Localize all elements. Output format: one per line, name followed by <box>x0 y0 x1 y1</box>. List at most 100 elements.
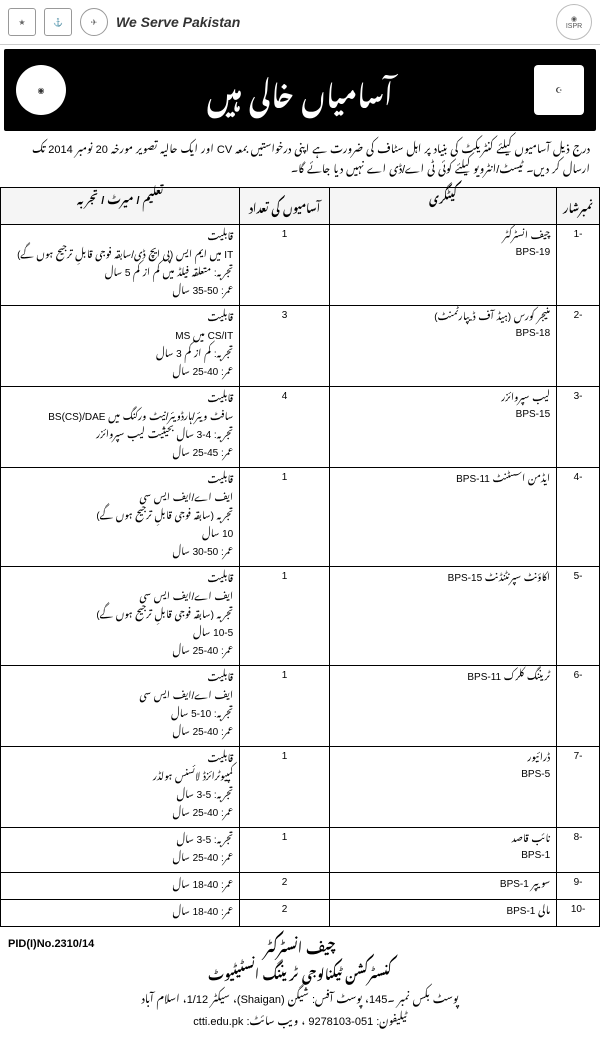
cell-category: ایڈمن اسسٹنٹ BPS-11 <box>329 467 556 566</box>
category-title: چیف انسٹرکٹر <box>336 229 550 245</box>
cell-qualification: قابلیتCS/IT میں MSتجربہ: کم از کم 3 سالع… <box>1 305 240 386</box>
table-row: قابلیتکمپیوٹرائزڈ لائسنس ہولڈرتجربہ: 5-3… <box>1 746 600 827</box>
qual-line: قابلیت <box>7 751 233 769</box>
qual-line: ایف اے/ایف ایس سی <box>7 490 233 508</box>
cell-sr: -3 <box>557 386 600 467</box>
qual-line: تجربہ: متعلقہ فیلڈ میں کم از کم 5 سال <box>7 265 233 283</box>
cell-sr: -6 <box>557 665 600 746</box>
footer: PID(I)No.2310/14 چیف انسٹرکٹر کنسٹرکشن ٹ… <box>0 927 600 1041</box>
category-title: مالی BPS-1 <box>336 904 550 920</box>
qual-line: تجربہ: 5-3 سال <box>7 787 233 805</box>
ispr-logo-icon: ◉ISPR <box>556 4 592 40</box>
qual-line: عمر: 40-18 سال <box>7 877 233 895</box>
category-title: نائب قاصد <box>336 832 550 848</box>
table-row: قابلیتCS/IT میں MSتجربہ: کم از کم 3 سالع… <box>1 305 600 386</box>
category-title: لیب سپروائزر <box>336 391 550 407</box>
table-row: قابلیتایف اے/ایف ایس سیتجربہ (سابقہ فوجی… <box>1 566 600 665</box>
cell-vacancies: 1 <box>240 746 330 827</box>
intro-text: درج ذیل آسامیوں کیلئے کنٹریکٹ کی بنیاد پ… <box>0 135 600 187</box>
table-row: قابلیتایف اے/ایف ایس سیتجربہ: 10-5 سالعم… <box>1 665 600 746</box>
qual-line: تجربہ (سابقہ فوجی قابلِ ترجیح ہوں گے) <box>7 607 233 625</box>
qual-line: قابلیت <box>7 472 233 490</box>
qual-line: قابلیت <box>7 229 233 247</box>
qual-line: CS/IT میں MS <box>7 328 233 346</box>
qual-line: 10-5 سال <box>7 625 233 643</box>
cell-category: نائب قاصدBPS-1 <box>329 827 556 872</box>
qual-line: قابلیت <box>7 391 233 409</box>
qual-line: قابلیت <box>7 571 233 589</box>
category-bps: BPS-15 <box>336 407 550 423</box>
cell-qualification: قابلیتIT میں ایم ایس (پی ایچ ڈی/سابقہ فو… <box>1 224 240 305</box>
header-title: We Serve Pakistan <box>116 14 240 30</box>
qual-line: 10 سال <box>7 526 233 544</box>
qual-line: سافٹ ویئر/ہارڈویئر/نیٹ ورکنگ میں BS(CS)/… <box>7 409 233 427</box>
banner-title: آسامیاں خالی ہیں <box>207 55 393 125</box>
footer-contact: ٹیلیفون: 051-9278103 ، ویب سائٹ: ctti.ed… <box>8 1011 592 1033</box>
cell-qualification: عمر: 40-18 سال <box>1 872 240 899</box>
header-strip: ★ ⚓ ✈ We Serve Pakistan ◉ISPR <box>0 0 600 45</box>
qual-line: عمر: 40-25 سال <box>7 364 233 382</box>
cell-vacancies: 4 <box>240 386 330 467</box>
cell-vacancies: 3 <box>240 305 330 386</box>
category-title: اکاؤنٹ سپرنٹنڈنٹ BPS-15 <box>336 571 550 587</box>
cell-sr: -2 <box>557 305 600 386</box>
cell-category: اکاؤنٹ سپرنٹنڈنٹ BPS-15 <box>329 566 556 665</box>
qual-line: تجربہ: 10-5 سال <box>7 706 233 724</box>
cell-vacancies: 1 <box>240 467 330 566</box>
cell-sr: -1 <box>557 224 600 305</box>
qual-line: قابلیت <box>7 670 233 688</box>
cell-vacancies: 1 <box>240 224 330 305</box>
qual-line: عمر: 50-35 سال <box>7 283 233 301</box>
cell-category: ڈرائیورBPS-5 <box>329 746 556 827</box>
cell-category: ٹریننگ کلرک BPS-11 <box>329 665 556 746</box>
cell-qualification: تجربہ: 5-3 سالعمر: 40-25 سال <box>1 827 240 872</box>
header-vacancies: آسامیوں کی تعداد <box>240 187 330 224</box>
cell-category: منیجر کورس (ہیڈ آف ڈیپارٹمنٹ)BPS-18 <box>329 305 556 386</box>
qual-line: قابلیت <box>7 310 233 328</box>
qual-line: عمر: 45-25 سال <box>7 445 233 463</box>
category-title: منیجر کورس (ہیڈ آف ڈیپارٹمنٹ) <box>336 310 550 326</box>
vacancies-table: تعلیم / میرٹ / تجربہ آسامیوں کی تعداد کی… <box>0 187 600 927</box>
cell-vacancies: 1 <box>240 665 330 746</box>
qual-line: IT میں ایم ایس (پی ایچ ڈی/سابقہ فوجی قاب… <box>7 247 233 265</box>
cell-sr: -10 <box>557 899 600 926</box>
cell-sr: -9 <box>557 872 600 899</box>
cell-qualification: قابلیتایف اے/ایف ایس سیتجربہ (سابقہ فوجی… <box>1 467 240 566</box>
cell-vacancies: 2 <box>240 872 330 899</box>
table-header-row: تعلیم / میرٹ / تجربہ آسامیوں کی تعداد کی… <box>1 187 600 224</box>
pid-number: PID(I)No.2310/14 <box>8 933 94 955</box>
cell-category: مالی BPS-1 <box>329 899 556 926</box>
main-banner: ◉ آسامیاں خالی ہیں ☪ <box>4 49 596 131</box>
cell-qualification: قابلیتسافٹ ویئر/ہارڈویئر/نیٹ ورکنگ میں B… <box>1 386 240 467</box>
org-emblem-left-icon: ◉ <box>16 65 66 115</box>
qual-line: تجربہ: 4-3 سال بحیثیت لیب سپروائزر <box>7 427 233 445</box>
cell-vacancies: 2 <box>240 899 330 926</box>
cell-category: سویپر BPS-1 <box>329 872 556 899</box>
cell-category: لیب سپروائزرBPS-15 <box>329 386 556 467</box>
qual-line: تجربہ (سابقہ فوجی قابلِ ترجیح ہوں گے) <box>7 508 233 526</box>
cell-sr: -7 <box>557 746 600 827</box>
table-row: عمر: 40-18 سال 2سویپر BPS-1-9 <box>1 872 600 899</box>
airforce-emblem-icon: ✈ <box>80 8 108 36</box>
govt-emblem-right-icon: ☪ <box>534 65 584 115</box>
qual-line: عمر: 40-25 سال <box>7 805 233 823</box>
cell-sr: -4 <box>557 467 600 566</box>
qual-line: عمر: 40-25 سال <box>7 724 233 742</box>
qual-line: ایف اے/ایف ایس سی <box>7 589 233 607</box>
table-row: قابلیتسافٹ ویئر/ہارڈویئر/نیٹ ورکنگ میں B… <box>1 386 600 467</box>
header-qualification: تعلیم / میرٹ / تجربہ <box>1 187 240 224</box>
category-title: ایڈمن اسسٹنٹ BPS-11 <box>336 472 550 488</box>
qual-line: تجربہ: 5-3 سال <box>7 832 233 850</box>
cell-sr: -5 <box>557 566 600 665</box>
category-title: ٹریننگ کلرک BPS-11 <box>336 670 550 686</box>
army-emblem-icon: ★ <box>8 8 36 36</box>
table-row: قابلیتIT میں ایم ایس (پی ایچ ڈی/سابقہ فو… <box>1 224 600 305</box>
qual-line: عمر: 40-25 سال <box>7 643 233 661</box>
footer-address: پوسٹ بکس نمبر ۔145، پوسٹ آفس: شیگن (Shai… <box>8 989 592 1011</box>
cell-vacancies: 1 <box>240 566 330 665</box>
cell-vacancies: 1 <box>240 827 330 872</box>
qual-line: کمپیوٹرائزڈ لائسنس ہولڈر <box>7 769 233 787</box>
header-category: کیٹگری <box>329 187 556 224</box>
cell-category: چیف انسٹرکٹرBPS-19 <box>329 224 556 305</box>
category-title: ڈرائیور <box>336 751 550 767</box>
